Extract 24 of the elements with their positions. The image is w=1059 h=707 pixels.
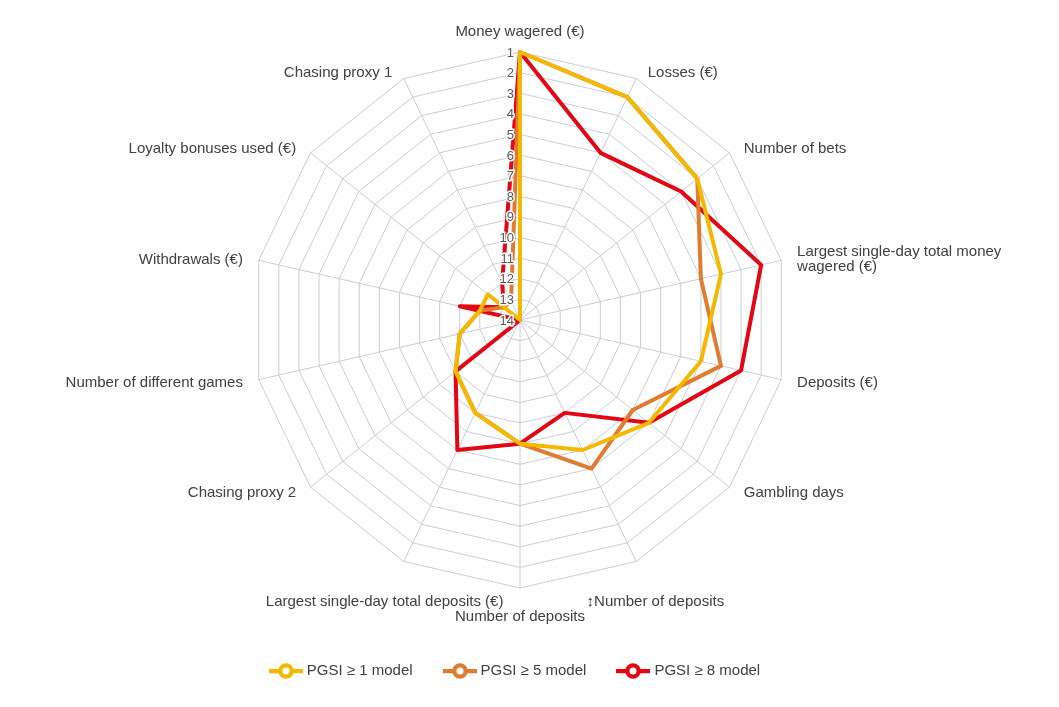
y-tick-label: 1 xyxy=(506,44,514,60)
y-tick-label: 3 xyxy=(506,85,514,101)
y-tick-label: 13 xyxy=(499,291,514,307)
y-tick-label: 11 xyxy=(500,250,514,266)
y-tick-label: 12 xyxy=(499,271,514,287)
spoke-label: Loyalty bonuses used (€) xyxy=(128,139,297,157)
y-tick-label: 2 xyxy=(506,65,514,81)
spoke-label: Losses (€) xyxy=(647,62,718,80)
legend-label: PGSI ≥ 1 model xyxy=(306,660,413,678)
spoke-label: Chasing proxy 1 xyxy=(283,62,393,80)
spoke-label: Money wagered (€) xyxy=(455,22,585,39)
spoke-label: Number of bets xyxy=(743,139,847,157)
legend-label: PGSI ≥ 5 model xyxy=(480,660,587,678)
y-tick-label: 9 xyxy=(506,209,514,225)
spoke-label: Number of different games xyxy=(65,372,243,390)
spoke-label: Largest single-day total money wagered (€) xyxy=(796,242,1002,275)
spoke-label: ↕Number of deposits xyxy=(586,592,725,610)
spoke-label: Deposits (€) xyxy=(797,372,878,390)
legend-label: PGSI ≥ 8 model xyxy=(654,660,761,678)
y-tick-label: 7 xyxy=(506,168,514,184)
spoke-label: Chasing proxy 2 xyxy=(187,483,297,501)
spoke-label: Withdrawals (€) xyxy=(138,249,243,267)
y-tick-label: 10 xyxy=(499,230,514,246)
spoke-label: Gambling days xyxy=(743,483,844,501)
